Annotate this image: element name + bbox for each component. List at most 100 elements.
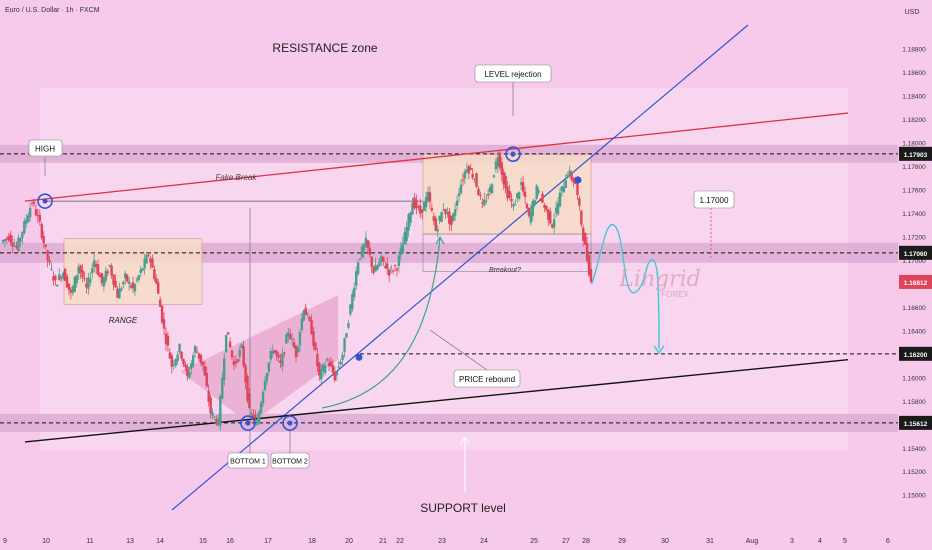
candle-body [271, 351, 274, 355]
candle-body [387, 269, 391, 276]
candle-body [516, 193, 519, 199]
price-tag-box [899, 346, 932, 361]
candle-body [413, 197, 416, 209]
candle-body [217, 418, 220, 426]
candle-body [224, 334, 228, 353]
candle-body [104, 270, 108, 281]
range-label: RANGE [109, 316, 138, 325]
candle-body [551, 224, 554, 228]
candle-body [329, 361, 333, 367]
candle-body [504, 176, 507, 189]
candle-body [316, 353, 319, 367]
bottom2-label: BOTTOM 2 [272, 459, 308, 466]
signal-dot [574, 176, 582, 184]
price-tag-box [899, 415, 932, 430]
candle-body [589, 269, 593, 282]
high-marker [37, 193, 53, 209]
candle-body [314, 342, 317, 350]
candle-body [273, 350, 276, 353]
candle-body [158, 299, 162, 307]
candle-body [422, 201, 426, 211]
candle-body [364, 237, 368, 247]
candle-body [430, 207, 434, 211]
candle-body [525, 204, 529, 209]
candle-body [411, 202, 414, 215]
candle-body [85, 283, 88, 288]
candle-body [473, 179, 476, 181]
candle-body [558, 192, 562, 207]
level-rejection-label: LEVEL rejection [484, 70, 541, 79]
candle-body [368, 247, 371, 255]
candle-body [434, 218, 437, 231]
candle-body [549, 211, 552, 224]
fake-break-label: Fake Break [216, 173, 258, 182]
candle-body [343, 338, 346, 352]
candle-body [399, 247, 403, 256]
candle-body [188, 372, 191, 378]
y-tick-label: 1.18600 [902, 70, 926, 77]
candle-body [106, 271, 109, 274]
candle-body [382, 256, 385, 262]
price-tag-box [899, 274, 932, 289]
candle-body [44, 244, 47, 247]
candle-body [349, 304, 352, 315]
candle-body [393, 265, 397, 267]
candle-body [120, 288, 123, 291]
candle-body [195, 351, 199, 353]
ascending-wedge-shape [180, 295, 338, 425]
candle-body [585, 243, 589, 261]
candle-body [244, 365, 247, 383]
projection-path [591, 223, 660, 349]
bottom1-box [227, 452, 269, 469]
x-tick-label: 15 [199, 538, 207, 545]
candle-body [584, 233, 587, 245]
candle-body [242, 346, 245, 367]
candle-body [380, 255, 383, 262]
range-box [63, 238, 203, 305]
candle-body [353, 287, 356, 298]
candle-body [269, 351, 272, 360]
candle-body [164, 333, 168, 344]
candle-body [69, 289, 73, 293]
candle-body [11, 242, 14, 247]
header-symbol: Euro / U.S. Dollar · 1h · FXCM [5, 7, 100, 14]
candle-body [492, 175, 496, 178]
candle-body [391, 270, 395, 272]
candle-body [322, 364, 325, 372]
price-tag-label: 1.17903 [904, 152, 928, 159]
candle-body [190, 363, 193, 369]
candle-body [283, 352, 286, 354]
candle-body [419, 205, 422, 214]
candle-body [261, 391, 265, 404]
candle-body [61, 272, 65, 279]
candle-body [182, 358, 185, 365]
candle-body [71, 286, 75, 294]
level-rejection-box [474, 64, 552, 83]
candle-body [417, 206, 420, 208]
candle-body [184, 364, 187, 367]
x-tick-label: 30 [661, 538, 669, 545]
y-tick-label: 1.18400 [902, 93, 926, 100]
candle-body [234, 361, 238, 363]
candle-body [469, 167, 472, 170]
candle-body [446, 212, 449, 214]
candle-body [304, 307, 307, 315]
candle-body [420, 209, 424, 213]
candle-body [34, 209, 38, 216]
y-tick-label: 1.18000 [902, 140, 926, 147]
x-tick-label: 11 [86, 538, 93, 545]
candle-body [133, 284, 137, 292]
candle-body [67, 283, 71, 291]
candle-body [254, 414, 257, 419]
candle-body [508, 190, 511, 198]
candle-body [205, 372, 208, 387]
candle-body [281, 353, 284, 367]
breakout-label: Breakout? [489, 267, 521, 274]
candle-body [186, 366, 189, 376]
candle-body [15, 245, 18, 248]
candle-body [312, 331, 315, 346]
x-tick-label: 31 [706, 538, 714, 545]
candle-body [135, 279, 139, 281]
candle-body [318, 362, 321, 376]
resistance-trendline [24, 112, 849, 202]
